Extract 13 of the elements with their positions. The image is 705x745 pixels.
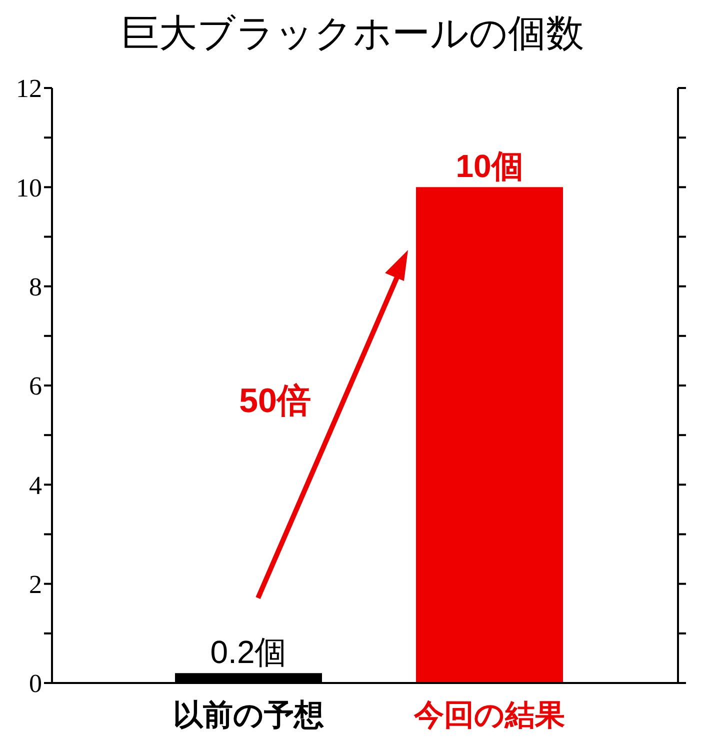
y-tick-label: 4 [29,470,42,500]
y-tick-label: 0 [29,669,42,698]
data-label: 10個 [456,148,524,184]
y-tick-label: 2 [29,570,42,600]
annotation: 50倍 [239,382,311,420]
data-label: 0.2個 [210,634,287,670]
x-tick-label: 今回の結果 [413,699,565,732]
y-tick-label: 6 [29,372,42,401]
y-tick-label: 10 [16,173,42,202]
y-tick-label: 8 [29,272,42,302]
x-tick-label: 以前の予想 [173,699,324,732]
chart-title: 巨大ブラックホールの個数 [120,12,585,57]
y-tick-label: 12 [16,74,42,104]
